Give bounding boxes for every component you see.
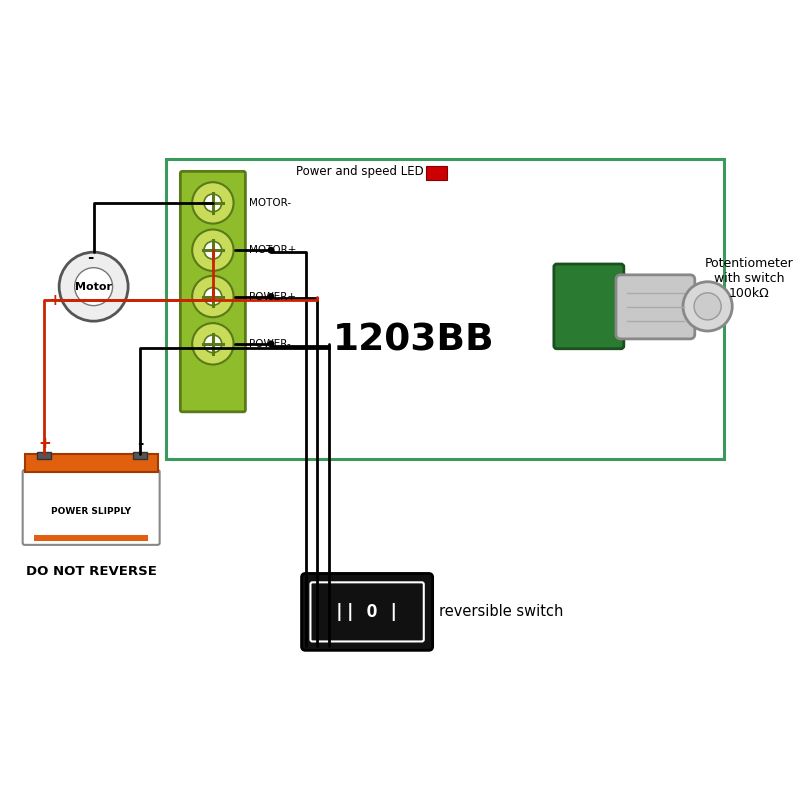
FancyBboxPatch shape — [180, 171, 246, 412]
Text: || O |: || O | — [334, 603, 400, 621]
FancyBboxPatch shape — [133, 452, 147, 459]
FancyBboxPatch shape — [616, 275, 694, 339]
Text: POWER SLIPPLY: POWER SLIPPLY — [51, 507, 131, 516]
Circle shape — [192, 276, 234, 318]
Circle shape — [204, 288, 222, 306]
Circle shape — [204, 242, 222, 259]
Circle shape — [192, 182, 234, 223]
Text: reversible switch: reversible switch — [438, 604, 563, 619]
Circle shape — [267, 246, 274, 254]
Text: +: + — [49, 293, 62, 308]
FancyBboxPatch shape — [38, 452, 51, 459]
Circle shape — [204, 194, 222, 212]
Text: +: + — [38, 436, 50, 451]
Text: Power and speed LED: Power and speed LED — [296, 165, 424, 178]
Text: -: - — [87, 250, 94, 265]
Text: 1203BB: 1203BB — [333, 323, 494, 359]
Circle shape — [267, 293, 274, 300]
Text: POWER-: POWER- — [250, 339, 291, 349]
Text: Motor: Motor — [75, 282, 112, 292]
Circle shape — [204, 335, 222, 353]
Circle shape — [694, 293, 721, 320]
Circle shape — [192, 230, 234, 271]
Text: MOTOR+: MOTOR+ — [250, 245, 297, 255]
FancyBboxPatch shape — [34, 535, 148, 541]
FancyBboxPatch shape — [22, 470, 160, 545]
Text: DO NOT REVERSE: DO NOT REVERSE — [26, 565, 157, 578]
Circle shape — [74, 268, 113, 306]
Circle shape — [192, 323, 234, 365]
Text: POWER+: POWER+ — [250, 291, 296, 302]
Circle shape — [683, 282, 732, 331]
Text: Potentiometer
with switch
100kΩ: Potentiometer with switch 100kΩ — [705, 257, 794, 300]
Circle shape — [267, 340, 274, 347]
FancyBboxPatch shape — [554, 264, 624, 349]
FancyBboxPatch shape — [426, 166, 447, 180]
FancyBboxPatch shape — [25, 454, 158, 472]
FancyBboxPatch shape — [302, 574, 433, 650]
Text: MOTOR-: MOTOR- — [250, 198, 291, 208]
Circle shape — [59, 252, 128, 321]
Text: -: - — [137, 436, 143, 451]
